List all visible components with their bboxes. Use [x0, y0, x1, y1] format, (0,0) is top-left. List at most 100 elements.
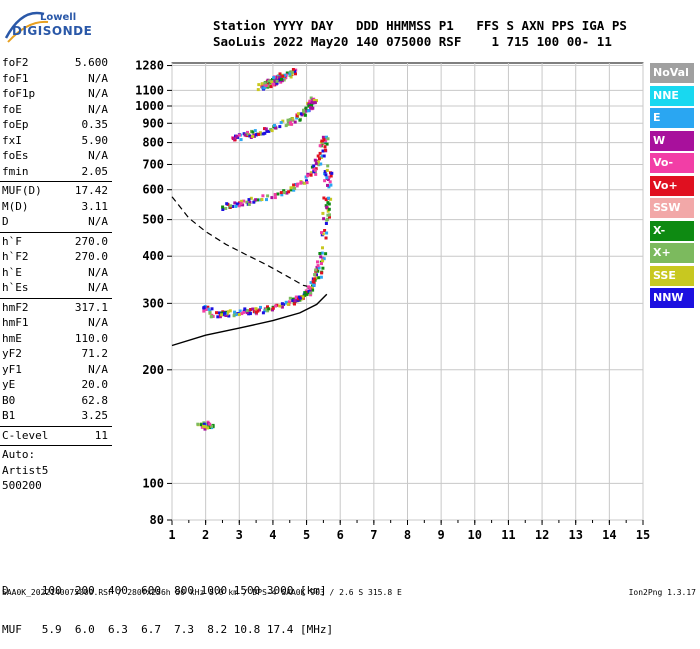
x-tick-label: 13 — [568, 528, 582, 542]
param-row: hmF1 N/A — [0, 316, 112, 332]
param-name: yF1 — [2, 362, 22, 376]
param-value: 5.90 — [81, 133, 109, 147]
echo-point — [298, 296, 302, 300]
echo-point — [202, 309, 206, 313]
echo-point — [204, 425, 208, 429]
echo-point — [202, 424, 206, 428]
param-row: yE 20.0 — [0, 378, 112, 394]
echo-point — [325, 205, 329, 209]
echo-point — [261, 194, 265, 198]
echo-point — [302, 110, 306, 114]
param-separator — [0, 425, 112, 427]
legend-item: Vo- — [650, 153, 694, 173]
echo-point — [291, 299, 295, 303]
echo-point — [249, 196, 253, 200]
echo-point — [324, 252, 328, 256]
echo-point — [311, 106, 315, 110]
echo-point — [293, 120, 297, 124]
echo-point — [265, 198, 268, 202]
echo-point — [264, 84, 268, 87]
echo-point — [321, 135, 325, 139]
echo-point — [275, 81, 279, 85]
echo-point — [199, 423, 203, 427]
header-columns: Station YYYY DAY DDD HHMMSS P1 FFS S AXN… — [213, 18, 627, 33]
echo-point — [324, 139, 328, 142]
x-tick-label: 12 — [535, 528, 549, 542]
param-row: MUF(D) 17.42 — [0, 184, 112, 200]
x-tick-label: 9 — [438, 528, 445, 542]
echo-point — [284, 300, 288, 304]
echo-point — [263, 86, 267, 90]
x-tick-label: 14 — [602, 528, 616, 542]
param-value: N/A — [88, 102, 108, 116]
echo-point — [324, 222, 328, 225]
echo-point — [239, 201, 243, 205]
x-tick-label: 10 — [468, 528, 482, 542]
echo-point — [324, 236, 328, 240]
param-row: foF1p N/A — [0, 87, 112, 103]
echo-point — [273, 193, 277, 196]
echo-point — [329, 174, 333, 178]
echo-point — [322, 154, 326, 158]
echo-point — [261, 132, 265, 136]
x-tick-label: 7 — [370, 528, 377, 542]
echo-point — [307, 104, 311, 108]
param-name: hmF2 — [2, 300, 29, 314]
echo-point — [251, 134, 255, 138]
echo-point — [256, 88, 260, 92]
x-tick-label: 2 — [202, 528, 209, 542]
echo-point — [304, 109, 308, 113]
echo-point — [313, 170, 317, 174]
param-name: fxI — [2, 133, 22, 147]
echo-point — [233, 310, 237, 314]
echo-point — [312, 277, 316, 281]
param-row: C-level 11 — [0, 429, 112, 445]
y-tick-label: 400 — [142, 249, 164, 263]
echo-point — [271, 306, 275, 310]
echo-point — [252, 310, 256, 314]
echo-point — [309, 96, 313, 100]
param-value: 5.600 — [74, 56, 108, 69]
echo-point — [303, 113, 307, 117]
param-separator — [0, 445, 112, 446]
echo-point — [240, 312, 244, 316]
echo-point — [275, 79, 279, 83]
x-tick-label: 3 — [236, 528, 243, 542]
echo-point — [232, 314, 236, 318]
param-value: N/A — [88, 215, 108, 228]
y-tick-label: 300 — [142, 296, 164, 310]
echo-point — [218, 311, 221, 315]
param-name: h`F — [2, 234, 22, 248]
echo-point — [220, 311, 224, 315]
echo-point — [326, 137, 330, 141]
echo-point — [320, 231, 323, 235]
echo-point — [247, 198, 251, 202]
echo-point — [291, 68, 295, 71]
y-tick-label: 1100 — [135, 83, 164, 97]
x-tick-label: 5 — [303, 528, 310, 542]
echo-point — [288, 296, 292, 300]
echo-point — [224, 314, 228, 317]
header-values: SaoLuis 2022 May20 140 075000 RSF 1 715 … — [213, 34, 612, 49]
echo-point — [317, 266, 321, 270]
legend-item: NNW — [650, 288, 694, 308]
y-tick-label: 700 — [142, 157, 164, 171]
echo-point — [252, 200, 256, 204]
echo-point — [322, 257, 326, 261]
echo-point — [221, 205, 225, 209]
echo-point — [248, 201, 252, 204]
param-value: 110.0 — [74, 331, 108, 345]
echo-point — [314, 268, 318, 272]
param-name: h`F2 — [2, 250, 29, 263]
echo-point — [293, 299, 297, 303]
echo-point — [278, 78, 282, 82]
echo-point — [288, 118, 292, 122]
param-row: foF2 5.600 — [0, 56, 112, 72]
footer-info: SAA0K_2022140075000.RSF / 280fx256h 50 k… — [2, 588, 402, 597]
echo-point — [264, 127, 268, 131]
echo-point — [318, 151, 322, 155]
echo-point — [232, 137, 236, 141]
echo-point — [203, 427, 207, 431]
echo-point — [308, 99, 312, 103]
echo-point — [281, 119, 285, 123]
